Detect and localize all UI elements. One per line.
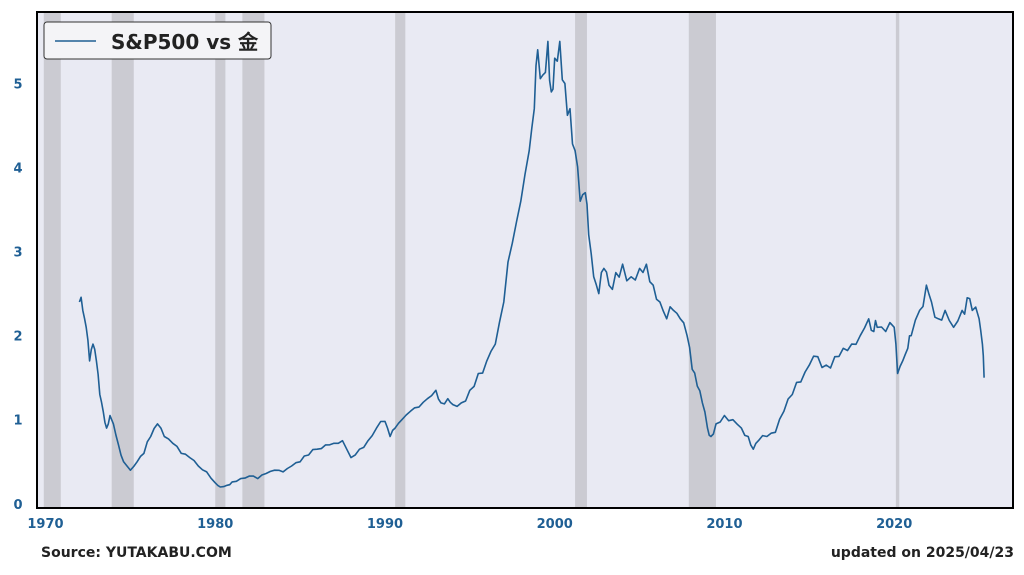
sp500-vs-gold-line xyxy=(78,40,985,488)
y-axis-ticks: 0 1 2 3 4 5 xyxy=(13,77,22,512)
updated-label: updated on 2025/04/23 xyxy=(830,545,1014,561)
plot-frame xyxy=(36,11,1014,509)
recession-band xyxy=(395,12,406,508)
x-axis-ticks: 1970 1980 1990 2000 2010 2020 xyxy=(27,517,912,532)
legend-label: S&P500 vs 金 xyxy=(111,30,259,54)
x-tick-label: 1990 xyxy=(367,517,403,532)
y-tick-label: 5 xyxy=(13,77,22,92)
plot-background xyxy=(36,11,1014,509)
legend-box xyxy=(43,21,272,60)
recession-band xyxy=(688,12,716,508)
recession-band xyxy=(242,12,265,508)
y-tick-label: 2 xyxy=(13,330,22,345)
y-tick-label: 1 xyxy=(13,414,22,429)
source-label: Source: YUTAKABU.COM xyxy=(41,545,232,561)
recession-bands xyxy=(43,12,900,508)
x-tick-label: 2000 xyxy=(537,517,573,532)
x-tick-label: 1980 xyxy=(197,517,233,532)
legend: S&P500 vs 金 xyxy=(43,21,272,60)
recession-band xyxy=(575,12,587,508)
x-tick-label: 2020 xyxy=(876,517,912,532)
recession-band xyxy=(43,12,61,508)
y-tick-label: 3 xyxy=(13,246,22,261)
recession-band xyxy=(215,12,226,508)
x-tick-label: 1970 xyxy=(27,517,63,532)
recession-band xyxy=(895,12,900,508)
y-tick-label: 0 xyxy=(13,498,22,513)
y-tick-label: 4 xyxy=(13,162,22,177)
recession-band xyxy=(111,12,134,508)
x-tick-label: 2010 xyxy=(706,517,742,532)
